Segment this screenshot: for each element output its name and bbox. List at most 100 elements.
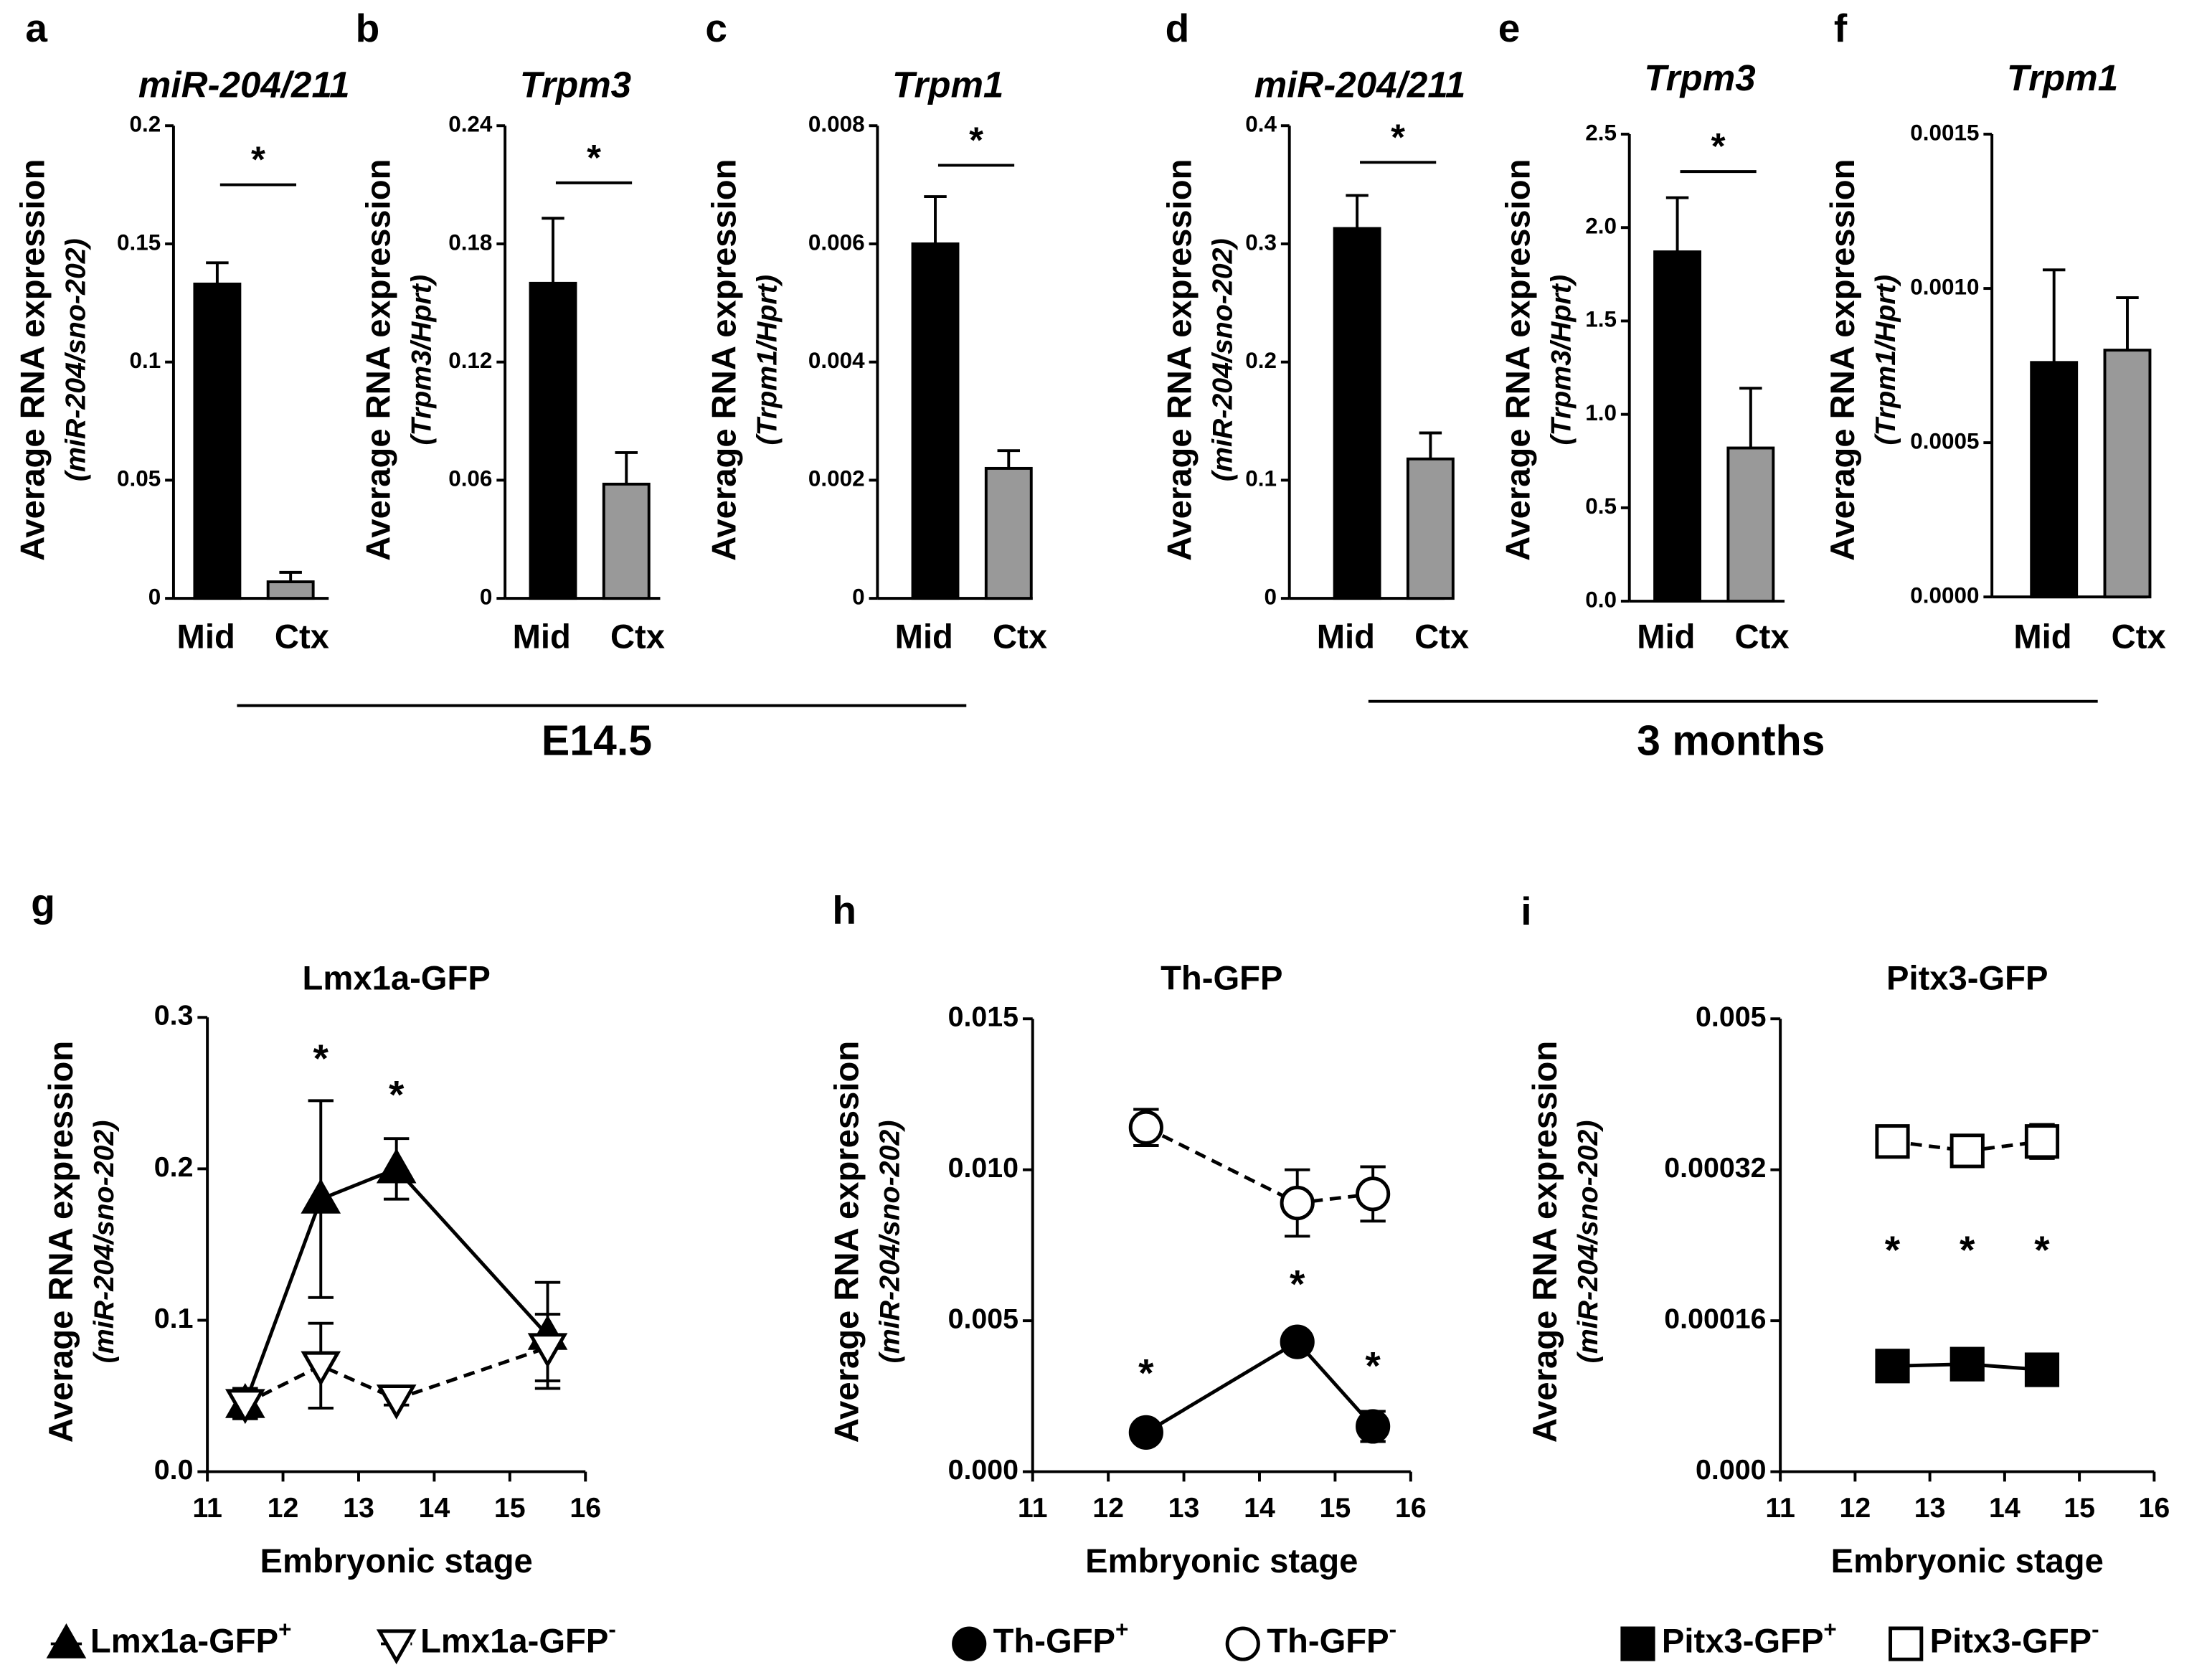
point (2024, 1352, 2060, 1387)
bar (1726, 446, 1775, 603)
bar (266, 580, 315, 600)
y-axis-subtitle: (Trpm1/Hprt) (1870, 275, 1901, 445)
legend-superscript: + (278, 1617, 291, 1642)
y-axis-title: Average RNA expression (1161, 159, 1199, 561)
point (1128, 1415, 1163, 1450)
x-tick-label: 11 (1765, 1492, 1795, 1524)
x-tick-label: Mid (1317, 618, 1375, 656)
panel-label: f (1834, 6, 1848, 50)
legend-name: Th-GFP (993, 1623, 1115, 1661)
x-tick-label: Ctx (993, 618, 1047, 656)
x-tick-label: 13 (1914, 1492, 1946, 1524)
y-tick-label: 0.1 (129, 348, 161, 373)
x-tick-label: 16 (1395, 1492, 1427, 1524)
y-tick-label: 0.00032 (1664, 1152, 1766, 1184)
x-tick-label: Mid (177, 618, 235, 656)
legend-marker (46, 1623, 87, 1659)
x-tick-label: 15 (2064, 1492, 2095, 1524)
point (1949, 1133, 1985, 1169)
significance-mark: * (1365, 1344, 1381, 1388)
y-axis-title: Average RNA expression (1500, 159, 1538, 561)
x-tick-label: 13 (343, 1492, 374, 1524)
y-tick-label: 0.000 (1696, 1454, 1766, 1486)
y-tick-label: 0.5 (1585, 494, 1617, 519)
x-tick-label: Ctx (1735, 618, 1790, 656)
y-axis-title: Average RNA expression (360, 159, 398, 561)
y-tick-label: 0.008 (808, 112, 865, 137)
y-tick-label: 0.006 (808, 230, 865, 255)
point (301, 1179, 341, 1214)
legend-superscript: - (2092, 1617, 2099, 1642)
legend-marker (952, 1626, 987, 1661)
panel-label: c (705, 6, 727, 50)
y-tick-label: 0.0 (154, 1454, 194, 1486)
y-axis-title: Average RNA expression (828, 1041, 866, 1443)
significance-mark: * (1960, 1227, 1975, 1272)
legend-name: Pitx3-GFP (1930, 1623, 2092, 1661)
y-tick-label: 0.015 (948, 1001, 1018, 1033)
panel-label: e (1498, 6, 1521, 50)
significance-mark: * (389, 1072, 405, 1117)
significance-mark: * (1391, 116, 1405, 157)
y-tick-label: 0.1 (1245, 466, 1277, 491)
x-tick-label: Mid (895, 618, 953, 656)
y-tick-label: 0.0015 (1910, 120, 1979, 145)
point (1356, 1409, 1391, 1444)
y-tick-label: 0.18 (448, 230, 492, 255)
y-tick-label: 0.15 (117, 230, 161, 255)
point (301, 1351, 341, 1387)
significance-mark: * (2034, 1227, 2050, 1272)
x-tick-label: Ctx (610, 618, 665, 656)
y-tick-label: 0.4 (1245, 112, 1277, 137)
y-axis-subtitle: (Trpm3/Hprt) (1546, 275, 1577, 445)
x-axis-title: Embryonic stage (260, 1542, 533, 1580)
point (1280, 1185, 1315, 1221)
legend-name: Lmx1a-GFP (420, 1623, 608, 1661)
y-axis-subtitle: (Trpm3/Hprt) (405, 275, 437, 445)
panel-label: g (31, 880, 55, 925)
y-axis-subtitle: (miR-204/sno-202) (88, 1120, 120, 1364)
y-tick-label: 0.12 (448, 348, 492, 373)
x-tick-label: Ctx (1414, 618, 1469, 656)
y-tick-label: 0.2 (154, 1151, 194, 1183)
panel-label: d (1166, 6, 1190, 50)
x-tick-label: 11 (192, 1492, 222, 1524)
bar (529, 281, 577, 600)
y-tick-label: 0.000 (948, 1454, 1018, 1486)
bar (1406, 457, 1455, 600)
y-tick-label: 0.00016 (1664, 1303, 1766, 1335)
bar (2030, 361, 2079, 599)
y-axis-title: Average RNA expression (1824, 159, 1862, 561)
point (527, 1333, 568, 1369)
panel-label: h (832, 887, 856, 932)
chart-title: miR-204/211 (1254, 65, 1466, 105)
bar (1333, 227, 1381, 600)
point (224, 1389, 265, 1425)
legend-label: Th-GFP- (1267, 1617, 1396, 1661)
legend-marker (1225, 1626, 1260, 1661)
y-tick-label: 0.010 (948, 1152, 1018, 1184)
y-tick-label: 0 (852, 584, 865, 609)
legend-marker (376, 1629, 417, 1665)
legend-superscript: + (1115, 1617, 1128, 1642)
chart-title: miR-204/211 (138, 65, 350, 105)
y-tick-label: 0.005 (1696, 1001, 1766, 1033)
series-line (1145, 1339, 1374, 1434)
x-tick-label: 14 (1989, 1492, 2020, 1524)
y-axis-subtitle: (miR-204/sno-202) (874, 1120, 905, 1364)
y-tick-label: 0 (480, 584, 493, 609)
x-tick-label: 14 (419, 1492, 450, 1524)
y-tick-label: 0.3 (1245, 230, 1277, 255)
group-label: E14.5 (542, 717, 652, 764)
group-label: 3 months (1637, 717, 1825, 764)
x-tick-label: Mid (2013, 618, 2071, 656)
y-tick-label: 0.0 (1585, 587, 1617, 612)
y-tick-label: 0.004 (808, 348, 865, 373)
x-tick-label: 16 (569, 1492, 601, 1524)
series-line (243, 1166, 549, 1405)
significance-mark: * (1290, 1262, 1305, 1306)
y-axis-title: Average RNA expression (14, 159, 52, 561)
series-line (1145, 1126, 1374, 1205)
y-tick-label: 0.2 (129, 112, 161, 137)
y-tick-label: 0.1 (154, 1303, 194, 1334)
